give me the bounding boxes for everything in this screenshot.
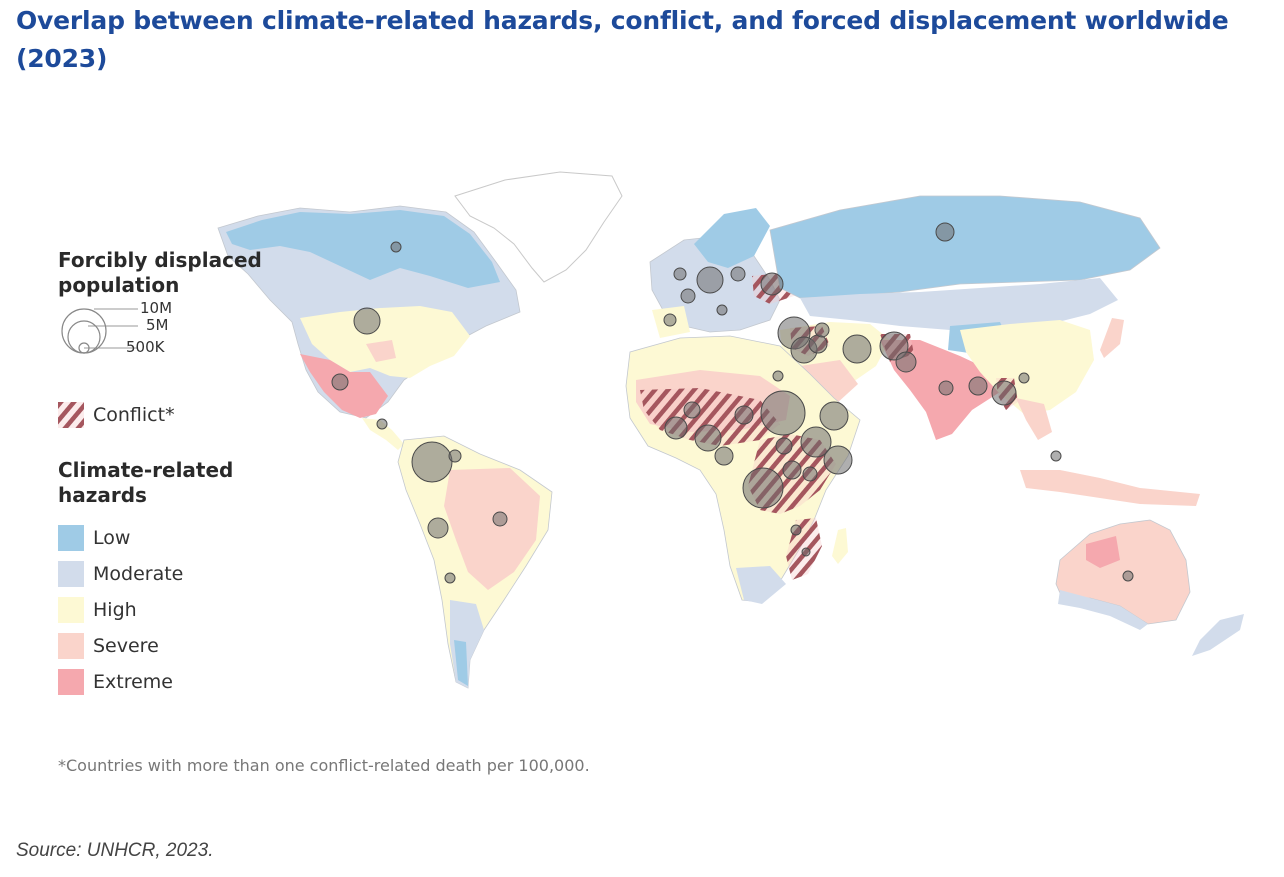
bubble-mexico <box>331 373 349 391</box>
conflict-legend: Conflict* <box>58 402 278 428</box>
bubble-somalia <box>823 445 853 475</box>
hazard-high: High <box>58 592 278 628</box>
bubble-usa <box>353 307 381 335</box>
population-legend-title: Forcibly displaced population <box>58 248 262 297</box>
hazard-moderate-label: Moderate <box>93 563 184 585</box>
bubble-ukraine <box>760 272 784 296</box>
hazard-low-label: Low <box>93 527 131 549</box>
china-high <box>960 320 1094 414</box>
bubble-germany <box>696 266 724 294</box>
population-scale: 10M 5M 500K <box>58 300 218 376</box>
bubble-bangladesh <box>968 376 988 396</box>
bubble-sudan <box>760 390 806 436</box>
hazards-legend-title: Climate-related hazards <box>58 458 234 507</box>
bubble-myanmar <box>991 380 1017 406</box>
madagascar <box>832 528 848 564</box>
bubble-iran <box>842 334 872 364</box>
patagonia-low <box>454 640 468 686</box>
bubble-peru <box>427 517 449 539</box>
population-scale-circles <box>61 308 138 354</box>
hazard-severe-swatch <box>58 633 84 659</box>
bubble-drc <box>742 467 784 509</box>
se-asia-severe <box>1016 398 1052 440</box>
southern-africa-moderate <box>736 566 786 604</box>
usa-severe <box>366 340 396 362</box>
scale-label-5m: 5M <box>146 316 169 334</box>
hazard-high-swatch <box>58 597 84 623</box>
bubble-spain <box>663 313 677 327</box>
scale-label-10m: 10M <box>140 299 173 317</box>
bubble-poland <box>730 266 746 282</box>
new-zealand <box>1192 614 1244 656</box>
conflict-label: Conflict* <box>93 404 175 426</box>
bubble-south-sudan <box>775 437 793 455</box>
bubble-canada <box>390 241 402 253</box>
bubble-burkina <box>664 416 688 440</box>
hazard-moderate-swatch <box>58 561 84 587</box>
bubble-mali <box>683 401 701 419</box>
scandinavia-low <box>694 208 770 268</box>
bubble-australia <box>1122 570 1134 582</box>
bubble-uganda <box>782 460 802 480</box>
bubble-chad <box>734 405 754 425</box>
conflict-swatch <box>58 402 84 428</box>
bubble-pakistan <box>895 351 917 373</box>
bubble-nigeria <box>694 424 722 452</box>
bubble-china <box>1018 372 1030 384</box>
hazard-high-label: High <box>93 599 137 621</box>
australia-moderate <box>1058 590 1148 630</box>
bubble-tanzania <box>790 524 802 536</box>
bubble-france <box>680 288 696 304</box>
bubble-uk <box>673 267 687 281</box>
north-america-low <box>226 210 500 288</box>
bubble-philippines <box>1050 450 1062 462</box>
japan <box>1100 318 1124 358</box>
bubbles <box>331 222 1134 584</box>
central-asia-moderate <box>800 278 1118 330</box>
bubble-yemen <box>819 401 849 431</box>
bubble-venezuela <box>448 449 462 463</box>
greenland <box>454 171 623 283</box>
bubble-chile <box>444 572 456 584</box>
bubble-ethiopia <box>800 426 832 458</box>
hazards-legend: Low Moderate High Severe Extreme <box>58 520 278 700</box>
bubble-kenya <box>802 466 818 482</box>
hazard-extreme: Extreme <box>58 664 278 700</box>
hazard-extreme-label: Extreme <box>93 671 173 693</box>
bubble-colombia <box>411 441 453 483</box>
hazard-severe: Severe <box>58 628 278 664</box>
bubble-egypt <box>772 370 784 382</box>
bubble-iraq <box>814 322 830 338</box>
bubble-lebanon <box>808 334 828 354</box>
bubble-mozambique <box>801 547 811 557</box>
bubble-cameroon <box>714 446 734 466</box>
bubble-brazil <box>492 511 508 527</box>
chart-title: Overlap between climate-related hazards,… <box>16 6 1229 73</box>
bubble-central-america <box>376 418 388 430</box>
hazard-moderate: Moderate <box>58 556 278 592</box>
hazard-severe-label: Severe <box>93 635 159 657</box>
source-note: Source: UNHCR, 2023. <box>16 840 214 861</box>
indonesia <box>1020 470 1200 506</box>
australia-extreme <box>1086 536 1120 568</box>
hazard-low: Low <box>58 520 278 556</box>
hazard-extreme-swatch <box>58 669 84 695</box>
bubble-india <box>938 380 954 396</box>
scale-label-500k: 500K <box>126 338 165 356</box>
bubble-italy <box>716 304 728 316</box>
bubble-russia <box>935 222 955 242</box>
central-america <box>362 418 404 450</box>
footnote: *Countries with more than one conflict-r… <box>58 756 590 775</box>
hazard-low-swatch <box>58 525 84 551</box>
brazil-severe <box>444 468 540 590</box>
map-legend: Forcibly displaced population 10M 5M 500… <box>58 248 278 700</box>
